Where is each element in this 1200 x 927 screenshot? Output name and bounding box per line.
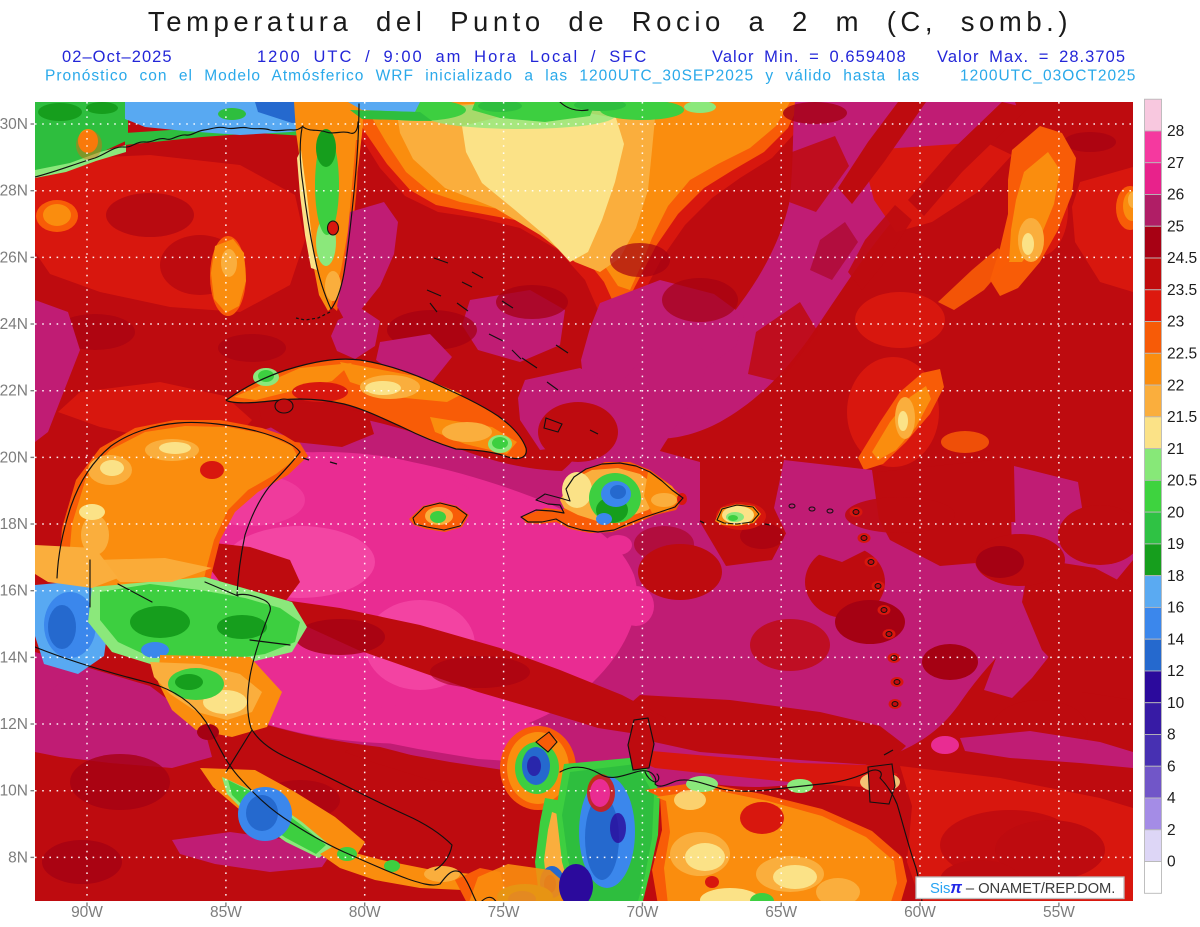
- svg-text:14N: 14N: [0, 649, 28, 666]
- svg-text:16N: 16N: [0, 583, 28, 600]
- svg-text:25: 25: [1167, 219, 1184, 236]
- svg-text:Temperatura del Punto de Rocio: Temperatura del Punto de Rocio a 2 m (C,…: [148, 6, 1072, 37]
- svg-text:23: 23: [1167, 314, 1184, 331]
- svg-text:90W: 90W: [71, 904, 103, 921]
- svg-text:10: 10: [1167, 695, 1185, 712]
- svg-text:19: 19: [1167, 536, 1184, 553]
- svg-text:55W: 55W: [1043, 904, 1075, 921]
- svg-text:20: 20: [1167, 504, 1185, 521]
- svg-text:18: 18: [1167, 568, 1184, 585]
- svg-text:21.5: 21.5: [1167, 409, 1197, 426]
- svg-text:1200 UTC / 9:00 am Hora Local: 1200 UTC / 9:00 am Hora Local / SFC: [257, 48, 648, 66]
- svg-text:80W: 80W: [349, 904, 381, 921]
- svg-text:28N: 28N: [0, 183, 28, 200]
- svg-text:8: 8: [1167, 727, 1176, 744]
- svg-text:21: 21: [1167, 441, 1184, 458]
- svg-text:20N: 20N: [0, 449, 28, 466]
- svg-text:02–Oct–2025: 02–Oct–2025: [62, 48, 173, 66]
- svg-text:20.5: 20.5: [1167, 473, 1197, 490]
- svg-text:14: 14: [1167, 631, 1185, 648]
- svg-text:70W: 70W: [626, 904, 658, 921]
- svg-text:22N: 22N: [0, 383, 28, 400]
- svg-text:18N: 18N: [0, 516, 28, 533]
- svg-text:12N: 12N: [0, 716, 28, 733]
- svg-text:85W: 85W: [210, 904, 242, 921]
- svg-text:26N: 26N: [0, 249, 28, 266]
- svg-text:65W: 65W: [765, 904, 797, 921]
- svg-text:22.5: 22.5: [1167, 346, 1197, 363]
- svg-text:16: 16: [1167, 600, 1184, 617]
- svg-text:Valor Max. = 28.3705: Valor Max. = 28.3705: [937, 48, 1126, 66]
- svg-text:12: 12: [1167, 663, 1184, 680]
- svg-text:23.5: 23.5: [1167, 282, 1197, 299]
- svg-text:10N: 10N: [0, 783, 28, 800]
- svg-text:1200UTC_03OCT2025: 1200UTC_03OCT2025: [960, 68, 1136, 85]
- svg-text:60W: 60W: [904, 904, 936, 921]
- svg-text:2: 2: [1167, 822, 1176, 839]
- svg-text:24.5: 24.5: [1167, 250, 1197, 267]
- svg-text:26: 26: [1167, 187, 1184, 204]
- svg-text:8N: 8N: [8, 849, 28, 866]
- svg-text:0: 0: [1167, 854, 1176, 871]
- svg-text:Valor Min. = 0.659408: Valor Min. = 0.659408: [712, 48, 907, 66]
- svg-text:30N: 30N: [0, 116, 28, 133]
- svg-text:4: 4: [1167, 790, 1176, 807]
- svg-text:28: 28: [1167, 123, 1184, 140]
- svg-text:22: 22: [1167, 377, 1184, 394]
- svg-text:Sisπ – ONAMET/REP.DOM.: Sisπ – ONAMET/REP.DOM.: [930, 879, 1115, 897]
- svg-text:Pronóstico con el Modelo Atmós: Pronóstico con el Modelo Atmósferico WRF…: [45, 68, 920, 85]
- svg-text:75W: 75W: [488, 904, 520, 921]
- svg-text:6: 6: [1167, 758, 1176, 775]
- svg-text:27: 27: [1167, 155, 1184, 172]
- svg-text:24N: 24N: [0, 316, 28, 333]
